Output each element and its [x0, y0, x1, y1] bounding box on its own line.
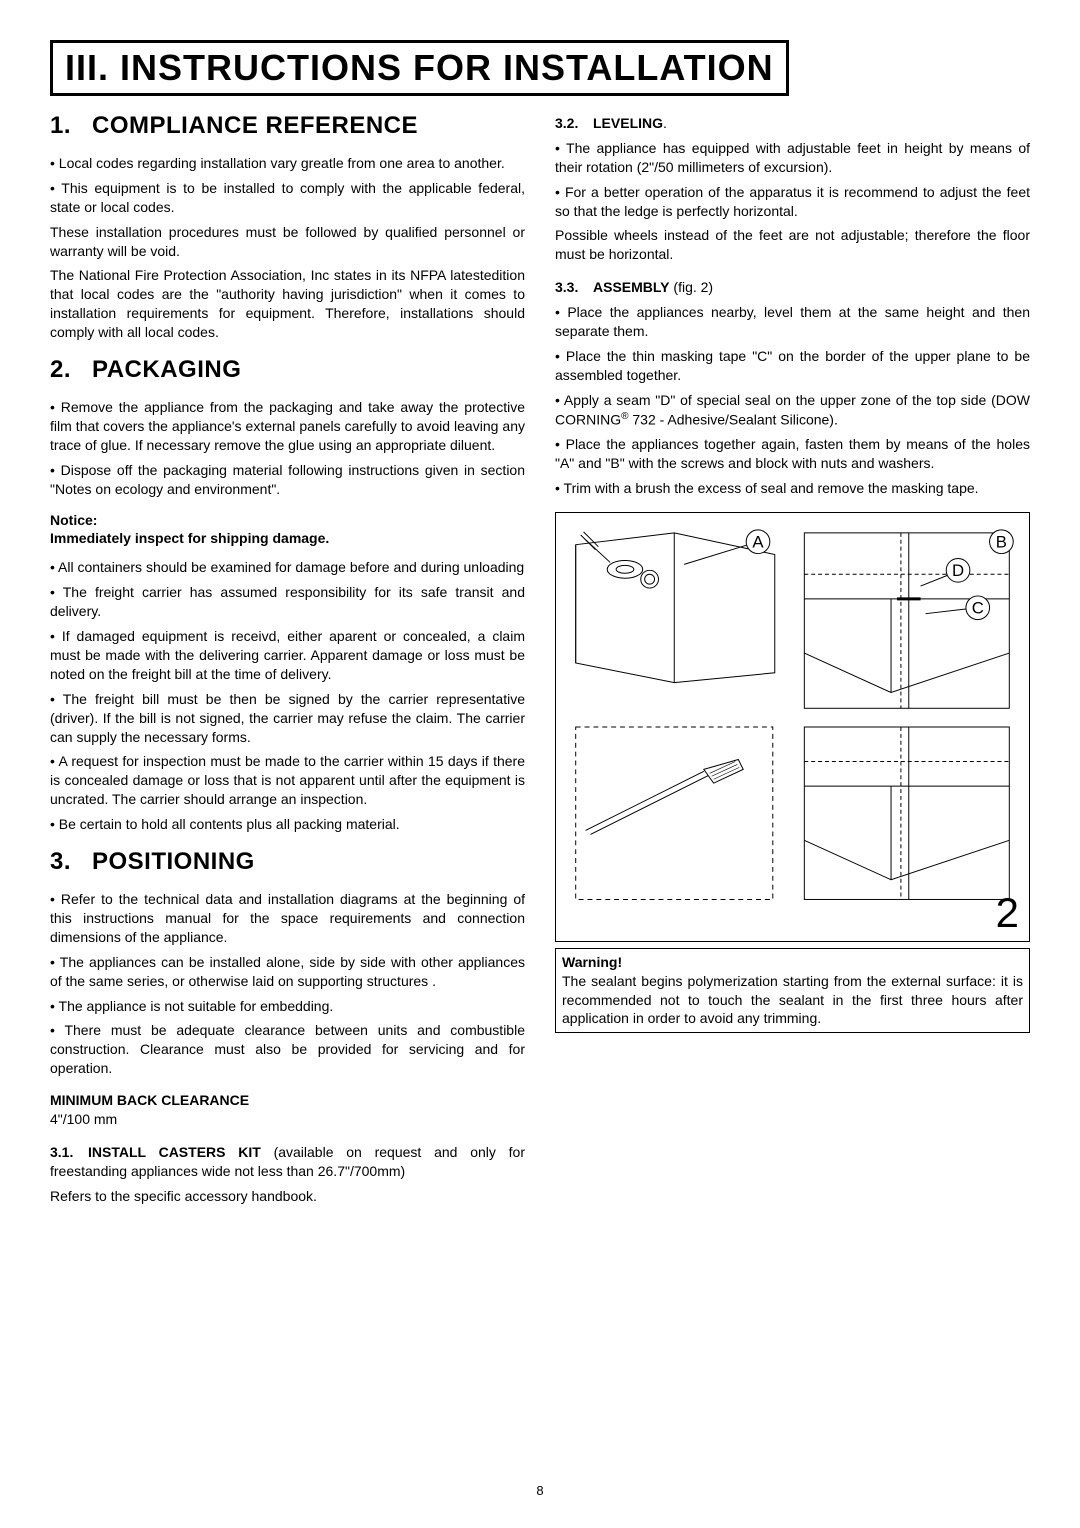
s32-label: LEVELING	[593, 115, 663, 131]
s33-head: 3.3.ASSEMBLY (fig. 2)	[555, 278, 1030, 297]
reg-symbol: ®	[621, 411, 628, 422]
s31-num: 3.1.	[50, 1143, 88, 1162]
s33-p4: • Place the appliances together again, f…	[555, 435, 1030, 473]
s33-p1: • Place the appliances nearby, level the…	[555, 303, 1030, 341]
fig-label-d: D	[952, 561, 964, 580]
section-2-num: 2.	[50, 356, 92, 384]
s2-p6: • The freight bill must be then be signe…	[50, 690, 525, 747]
content-columns: 1.COMPLIANCE REFERENCE • Local codes reg…	[50, 104, 1030, 1220]
s3-p2: • The appliances can be installed alone,…	[50, 953, 525, 991]
page-number: 8	[536, 1483, 543, 1498]
s2-p5: • If damaged equipment is receivd, eithe…	[50, 627, 525, 684]
s33-label: ASSEMBLY	[593, 279, 670, 295]
s2-p2: • Dispose off the packaging material fol…	[50, 461, 525, 499]
s33-p2: • Place the thin masking tape "C" on the…	[555, 347, 1030, 385]
s32-p3: Possible wheels instead of the feet are …	[555, 226, 1030, 264]
section-3-num: 3.	[50, 848, 92, 876]
section-2-label: PACKAGING	[92, 356, 241, 383]
notice-text: Immediately inspect for shipping damage.	[50, 530, 525, 546]
fig-label-a: A	[752, 532, 764, 551]
s33-fig: (fig. 2)	[670, 279, 714, 295]
page-title: III. INSTRUCTIONS FOR INSTALLATION	[50, 40, 789, 96]
figure-svg: A B D C	[556, 513, 1029, 941]
right-column: 3.2.LEVELING. • The appliance has equipp…	[555, 104, 1030, 1220]
s2-p8: • Be certain to hold all contents plus a…	[50, 815, 525, 834]
s32-head: 3.2.LEVELING.	[555, 114, 1030, 133]
s31-label: INSTALL CASTERS KIT	[88, 1144, 261, 1160]
section-2-title: 2.PACKAGING	[50, 356, 525, 384]
s2-p4: • The freight carrier has assumed respon…	[50, 583, 525, 621]
s32-p2: • For a better operation of the apparatu…	[555, 183, 1030, 221]
s2-p3: • All containers should be examined for …	[50, 558, 525, 577]
s33-num: 3.3.	[555, 278, 593, 297]
s3-p1: • Refer to the technical data and instal…	[50, 890, 525, 947]
figure-number: 2	[996, 889, 1019, 937]
fig-label-c: C	[972, 598, 984, 617]
s33-p3: • Apply a seam "D" of special seal on th…	[555, 391, 1030, 429]
section-3-title: 3.POSITIONING	[50, 848, 525, 876]
fig-label-b: B	[996, 532, 1007, 551]
section-1-num: 1.	[50, 112, 92, 140]
section-1-label: COMPLIANCE REFERENCE	[92, 112, 418, 139]
s31-p2: Refers to the specific accessory handboo…	[50, 1187, 525, 1206]
section-3-label: POSITIONING	[92, 848, 255, 875]
warning-text: The sealant begins polymerization starti…	[562, 973, 1023, 1027]
figure-2: A B D C	[555, 512, 1030, 942]
s2-p1: • Remove the appliance from the packagin…	[50, 398, 525, 455]
s2-p7: • A request for inspection must be made …	[50, 752, 525, 809]
warning-box: Warning! The sealant begins polymerizati…	[555, 948, 1030, 1034]
notice-label: Notice:	[50, 512, 525, 528]
s32-dot: .	[663, 115, 667, 131]
s32-num: 3.2.	[555, 114, 593, 133]
s1-p1: • Local codes regarding installation var…	[50, 154, 525, 173]
s33-p3b: 732 - Adhesive/Sealant Silicone).	[629, 411, 838, 427]
s32-p1: • The appliance has equipped with adjust…	[555, 139, 1030, 177]
s1-p4: The National Fire Protection Association…	[50, 266, 525, 342]
s31: 3.1.INSTALL CASTERS KIT (available on re…	[50, 1143, 525, 1181]
section-1-title: 1.COMPLIANCE REFERENCE	[50, 112, 525, 140]
s1-p2: • This equipment is to be installed to c…	[50, 179, 525, 217]
left-column: 1.COMPLIANCE REFERENCE • Local codes reg…	[50, 104, 525, 1220]
warning-label: Warning!	[562, 953, 1023, 972]
s1-p3: These installation procedures must be fo…	[50, 223, 525, 261]
s3-p4: • There must be adequate clearance betwe…	[50, 1021, 525, 1078]
s33-p5: • Trim with a brush the excess of seal a…	[555, 479, 1030, 498]
mbc-label: MINIMUM BACK CLEARANCE	[50, 1092, 525, 1108]
s3-p3: • The appliance is not suitable for embe…	[50, 997, 525, 1016]
mbc-value: 4"/100 mm	[50, 1110, 525, 1129]
